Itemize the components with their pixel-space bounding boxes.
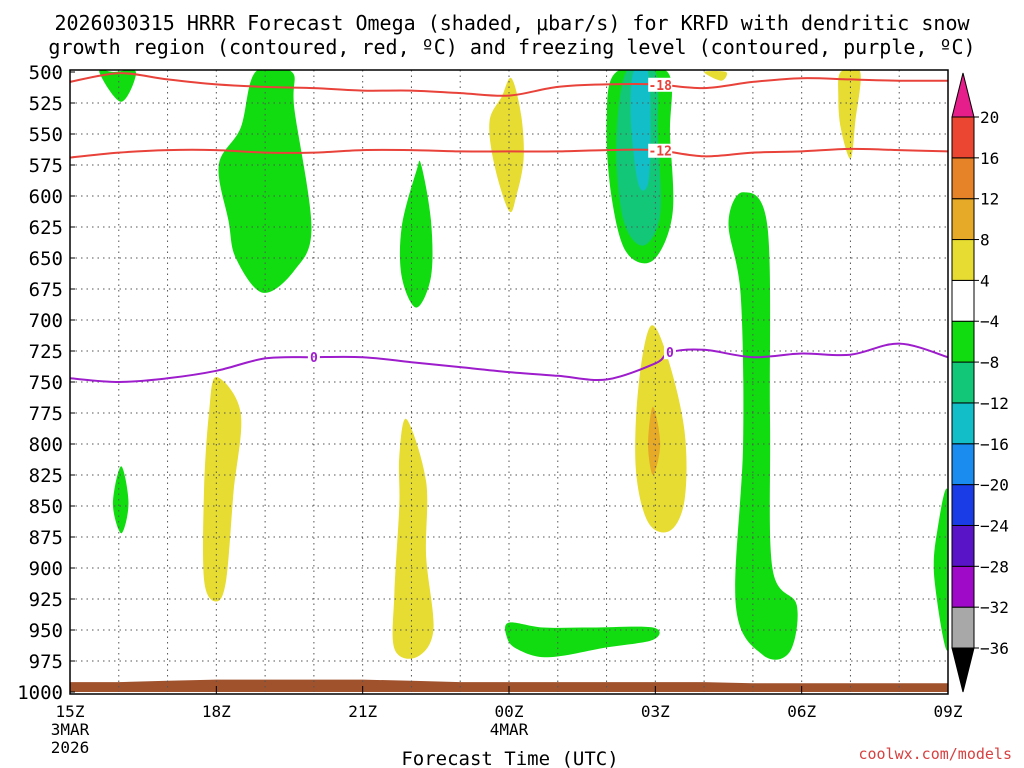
x-tick-label-12: 03Z bbox=[641, 702, 670, 721]
terrain-polygon bbox=[70, 679, 948, 692]
omega-region-0 bbox=[99, 70, 136, 102]
y-tick-label-875: 875 bbox=[29, 527, 63, 549]
colorbar-label-8: −16 bbox=[980, 435, 1009, 454]
x-tick-label-15: 06Z bbox=[787, 702, 816, 721]
colorbar-swatch-10 bbox=[951, 239, 975, 281]
colorbar-label-4: 4 bbox=[980, 271, 990, 290]
x-tick-label-6: 21Z bbox=[348, 702, 377, 721]
y-tick-label-825: 825 bbox=[29, 465, 63, 487]
freezing-label-bg-1 bbox=[663, 345, 676, 360]
y-tick-label-800: 800 bbox=[29, 434, 63, 456]
freezing-label-1: 0 bbox=[666, 346, 674, 361]
colorbar-label-6: −8 bbox=[980, 353, 999, 372]
dgz-contour-label-0: -18 bbox=[648, 79, 672, 94]
omega-region-8 bbox=[505, 622, 660, 658]
colorbar-swatch-7 bbox=[951, 361, 975, 404]
colorbar-label-10: −24 bbox=[980, 516, 1009, 535]
terrain-fill bbox=[70, 679, 948, 692]
omega-region-6 bbox=[728, 192, 798, 660]
y-tick-label-900: 900 bbox=[29, 558, 63, 580]
colorbar-swatch-5 bbox=[951, 443, 975, 486]
omega-region-5 bbox=[630, 70, 651, 191]
y-tick-label-725: 725 bbox=[29, 341, 63, 363]
omega-positive-region-4 bbox=[648, 406, 661, 475]
omega-positive-region-3 bbox=[635, 325, 687, 533]
colorbar-label-3: 8 bbox=[980, 231, 990, 250]
dgz-contour-label-1: -12 bbox=[648, 145, 671, 160]
colorbar-swatch-12 bbox=[951, 157, 975, 200]
y-tick-label-750: 750 bbox=[29, 372, 63, 394]
colorbar-swatch-13 bbox=[951, 116, 975, 159]
colorbar-label-0: 20 bbox=[980, 108, 999, 127]
y-tick-label-500: 500 bbox=[29, 62, 63, 84]
y-tick-label-625: 625 bbox=[29, 217, 63, 239]
y-tick-label-525: 525 bbox=[29, 93, 63, 115]
y-tick-label-650: 650 bbox=[29, 248, 63, 270]
colorbar-swatch-4 bbox=[951, 484, 975, 526]
y-tick-label-675: 675 bbox=[29, 279, 63, 301]
colorbar-label-12: −32 bbox=[980, 598, 1009, 617]
dgz-contour-1 bbox=[70, 147, 948, 159]
y-tick-label-1000: 1000 bbox=[17, 682, 63, 704]
colorbar: 20 16 12 8 4 −4 −8 −12 −16 −20 −24 −28 −32 −36 bbox=[951, 72, 1009, 693]
x-tick-label-18: 09Z bbox=[934, 702, 963, 721]
y-tick-label-975: 975 bbox=[29, 651, 63, 673]
colorbar-swatch-8 bbox=[951, 320, 975, 363]
y-tick-label-700: 700 bbox=[29, 310, 63, 332]
y-tick-label-925: 925 bbox=[29, 589, 63, 611]
colorbar-label-7: −12 bbox=[980, 394, 1009, 413]
colorbar-top-triangle bbox=[951, 72, 975, 118]
freezing-label-bg-0 bbox=[307, 350, 320, 365]
x-axis-title: Forecast Time (UTC) bbox=[401, 748, 618, 768]
omega-region-1 bbox=[218, 70, 312, 293]
colorbar-label-13: −36 bbox=[980, 639, 1009, 658]
omega-positive-region-5 bbox=[203, 377, 242, 602]
freezing-level-line bbox=[70, 342, 948, 384]
colorbar-swatch-9 bbox=[951, 279, 975, 322]
omega-positive-region-0 bbox=[838, 70, 861, 159]
x-tick-label-3: 18Z bbox=[202, 702, 231, 721]
colorbar-swatch-1 bbox=[951, 606, 975, 649]
watermark: coolwx.com/models bbox=[858, 745, 1012, 763]
colorbar-swatch-2 bbox=[951, 565, 975, 608]
y-tick-label-775: 775 bbox=[29, 403, 63, 425]
colorbar-label-9: −20 bbox=[980, 476, 1009, 495]
x-tick-date-9: 4MAR bbox=[490, 720, 529, 739]
gridlines bbox=[70, 70, 948, 692]
dgz-contour-label-bg-1 bbox=[648, 143, 673, 158]
y-tick-label-950: 950 bbox=[29, 620, 63, 642]
omega-positive-region-1 bbox=[489, 77, 524, 213]
x-tick-year-0: 2026 bbox=[51, 738, 90, 757]
freezing-label-0: 0 bbox=[310, 351, 318, 366]
colorbar-swatch-3 bbox=[951, 524, 975, 567]
omega-positive-region-6 bbox=[392, 418, 434, 659]
dgz-contour-label-bg-0 bbox=[648, 77, 673, 92]
omega-positive-region-2 bbox=[704, 70, 728, 81]
y-axis: 500 525 550 575 600 625 650 675 700 725 750 775 800 8… bbox=[17, 62, 75, 704]
x-tick-label-0: 15Z bbox=[56, 702, 85, 721]
colorbar-swatch-6 bbox=[951, 402, 975, 445]
omega-region-2 bbox=[399, 160, 433, 308]
colorbar-label-11: −28 bbox=[980, 557, 1009, 576]
y-tick-label-600: 600 bbox=[29, 186, 63, 208]
dgz-contour-0 bbox=[70, 72, 948, 97]
colorbar-label-1: 16 bbox=[980, 149, 999, 168]
omega-region-9 bbox=[933, 488, 948, 651]
chart-title-line1: 2026030315 HRRR Forecast Omega (shaded, … bbox=[54, 11, 970, 35]
colorbar-bottom-triangle bbox=[951, 647, 975, 693]
contours: -18 -12 0 0 bbox=[70, 72, 948, 384]
y-tick-label-575: 575 bbox=[29, 155, 63, 177]
omega-shading bbox=[99, 70, 948, 660]
omega-region-7 bbox=[112, 466, 129, 534]
colorbar-label-5: −4 bbox=[980, 312, 999, 331]
y-tick-label-850: 850 bbox=[29, 496, 63, 518]
colorbar-label-2: 12 bbox=[980, 190, 999, 209]
y-tick-label-550: 550 bbox=[29, 124, 63, 146]
x-tick-date-0: 3MAR bbox=[51, 720, 90, 739]
chart-title-line2: growth region (contoured, red, ºC) and f… bbox=[48, 35, 975, 59]
colorbar-swatch-11 bbox=[951, 198, 975, 241]
x-tick-label-9: 00Z bbox=[495, 702, 524, 721]
